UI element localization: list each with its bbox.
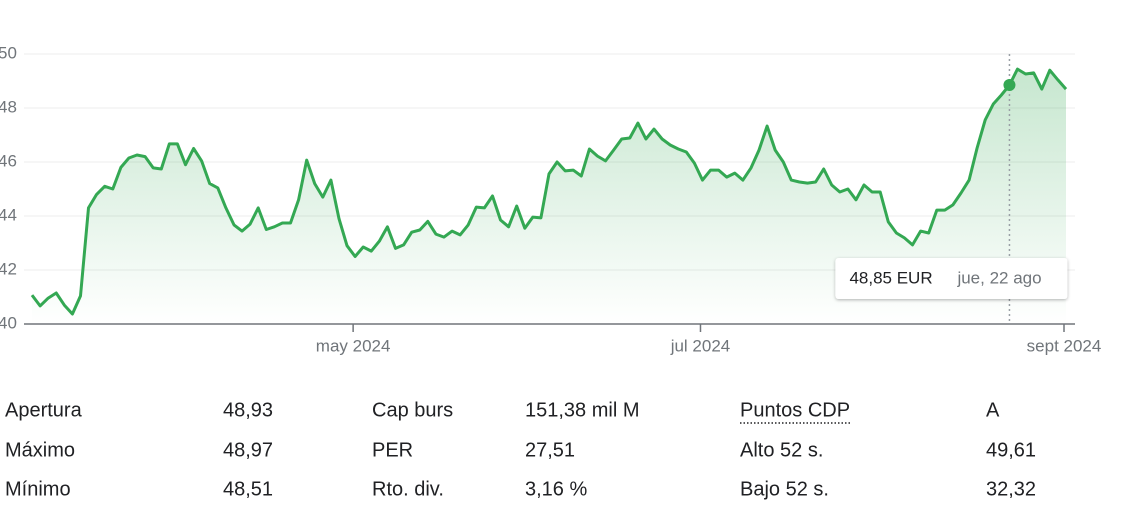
x-tick-label: sept 2024: [1027, 336, 1102, 355]
stat-label: Máximo: [5, 439, 75, 461]
stat-label: Rto. div.: [372, 478, 444, 500]
stat-value: 49,61: [986, 439, 1036, 461]
y-tick-label: 42: [0, 259, 17, 278]
stat-label: PER: [372, 439, 413, 461]
stat-label: Bajo 52 s.: [740, 478, 829, 500]
stat-value: 151,38 mil M: [525, 399, 640, 421]
stat-value: 48,51: [223, 478, 273, 500]
y-tick-label: 48: [0, 97, 17, 116]
price-line: [30, 67, 1068, 316]
x-tick-label: may 2024: [316, 336, 391, 355]
stat-label: Alto 52 s.: [740, 439, 823, 461]
hover-dot: [1003, 79, 1016, 92]
stat-label: Cap burs: [372, 399, 453, 421]
y-tick-label: 46: [0, 151, 17, 170]
stat-value: 32,32: [986, 478, 1036, 500]
x-tick-label: jul 2024: [670, 336, 731, 355]
stat-label: Apertura: [5, 399, 83, 421]
stat-value: 3,16 %: [525, 478, 587, 500]
stat-value: 48,93: [223, 399, 273, 421]
tooltip-box: [835, 258, 1068, 299]
stat-value: 27,51: [525, 439, 575, 461]
stat-label: Puntos CDP: [740, 399, 850, 421]
y-tick-label: 40: [0, 313, 17, 332]
y-tick-label: 44: [0, 205, 17, 224]
area-fill: [32, 69, 1066, 324]
tooltip-value: 48,85 EUR: [849, 268, 932, 287]
tooltip-date: jue, 22 ago: [956, 268, 1041, 287]
stat-value: 48,97: [223, 439, 273, 461]
y-tick-label: 50: [0, 43, 17, 62]
stat-label: Mínimo: [5, 478, 71, 500]
stat-value: A: [986, 399, 1000, 421]
